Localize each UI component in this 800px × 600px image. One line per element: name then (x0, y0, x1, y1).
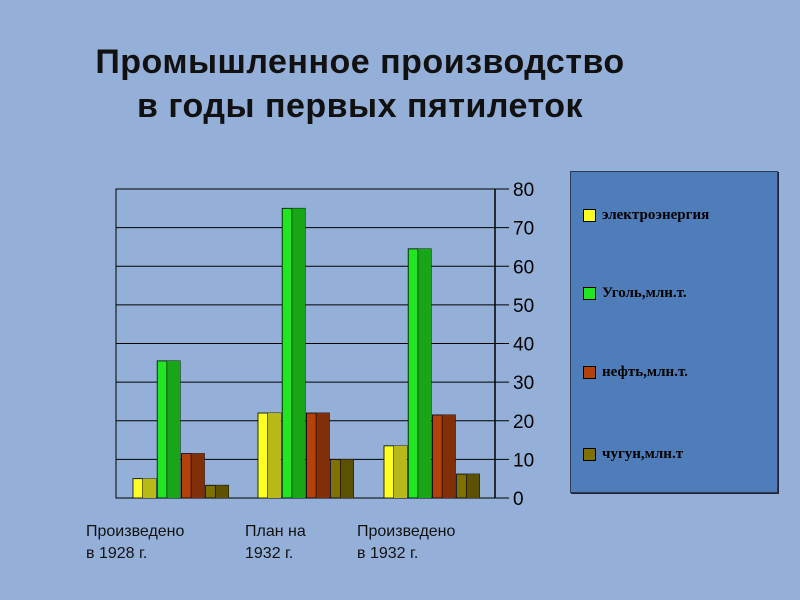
category-label-plan-1932: План на 1932 г. (245, 523, 306, 562)
y-tick-label: 30 (513, 373, 534, 394)
y-tick-label: 20 (513, 412, 534, 433)
legend-item-oil: нефть,млн.т. (583, 362, 688, 382)
bar (383, 445, 408, 499)
bar (456, 473, 481, 499)
bar-shade (340, 459, 354, 498)
bar-shade (267, 413, 281, 498)
bar (180, 453, 205, 499)
bars (132, 207, 481, 499)
y-tick-label: 80 (513, 180, 534, 201)
legend-label-coal: Уголь,млн.т. (602, 284, 687, 301)
legend-swatch-coal (583, 286, 596, 300)
legend-label-oil: нефть,млн.т. (602, 363, 688, 380)
legend-item-electricity: электроэнергия (583, 205, 709, 225)
bar-shade (166, 360, 181, 498)
category-label-1932: Произведено в 1932 г. (357, 523, 456, 562)
bar (132, 478, 157, 499)
legend-swatch-iron (583, 447, 596, 461)
bar (257, 412, 282, 499)
bar (431, 414, 456, 499)
legend-swatch-electricity (583, 208, 596, 222)
title-line-2: в годы первых пятилеток (137, 87, 583, 125)
y-tick-label: 10 (513, 450, 534, 471)
y-tick-label: 0 (513, 489, 524, 510)
bar-shade (466, 474, 480, 498)
bar (281, 207, 306, 499)
bar (205, 484, 230, 499)
bar (156, 360, 181, 499)
y-tick-label: 40 (513, 335, 534, 356)
bar-shade (417, 248, 432, 498)
legend-swatch-oil (583, 365, 596, 379)
legend-item-coal: Уголь,млн.т. (583, 283, 687, 303)
bar-shade (442, 414, 456, 498)
bar-shade (142, 478, 156, 498)
category-label-1928: Произведено в 1928 г. (86, 523, 185, 562)
bar-shade (393, 445, 407, 498)
bar (407, 248, 432, 499)
y-axis: 0 10 20 30 40 50 60 70 80 (494, 180, 534, 510)
chart-title: Промышленное производство в годы первых … (0, 40, 720, 128)
bar-shade (215, 485, 229, 498)
legend-item-iron: чугун,млн.т (583, 444, 683, 464)
bar (330, 458, 355, 499)
bar-shade (191, 453, 205, 498)
y-tick-label: 60 (513, 257, 534, 278)
title-line-1: Промышленное производство (95, 43, 625, 81)
legend-label-electricity: электроэнергия (602, 206, 710, 223)
bar-shade (291, 208, 306, 498)
bar-shade (316, 413, 330, 498)
y-tick-label: 50 (513, 296, 534, 317)
legend: электроэнергия Уголь,млн.т. нефть,млн.т.… (570, 171, 778, 493)
legend-label-iron: чугун,млн.т (602, 445, 684, 462)
bar (305, 412, 330, 499)
y-tick-label: 70 (513, 219, 534, 240)
